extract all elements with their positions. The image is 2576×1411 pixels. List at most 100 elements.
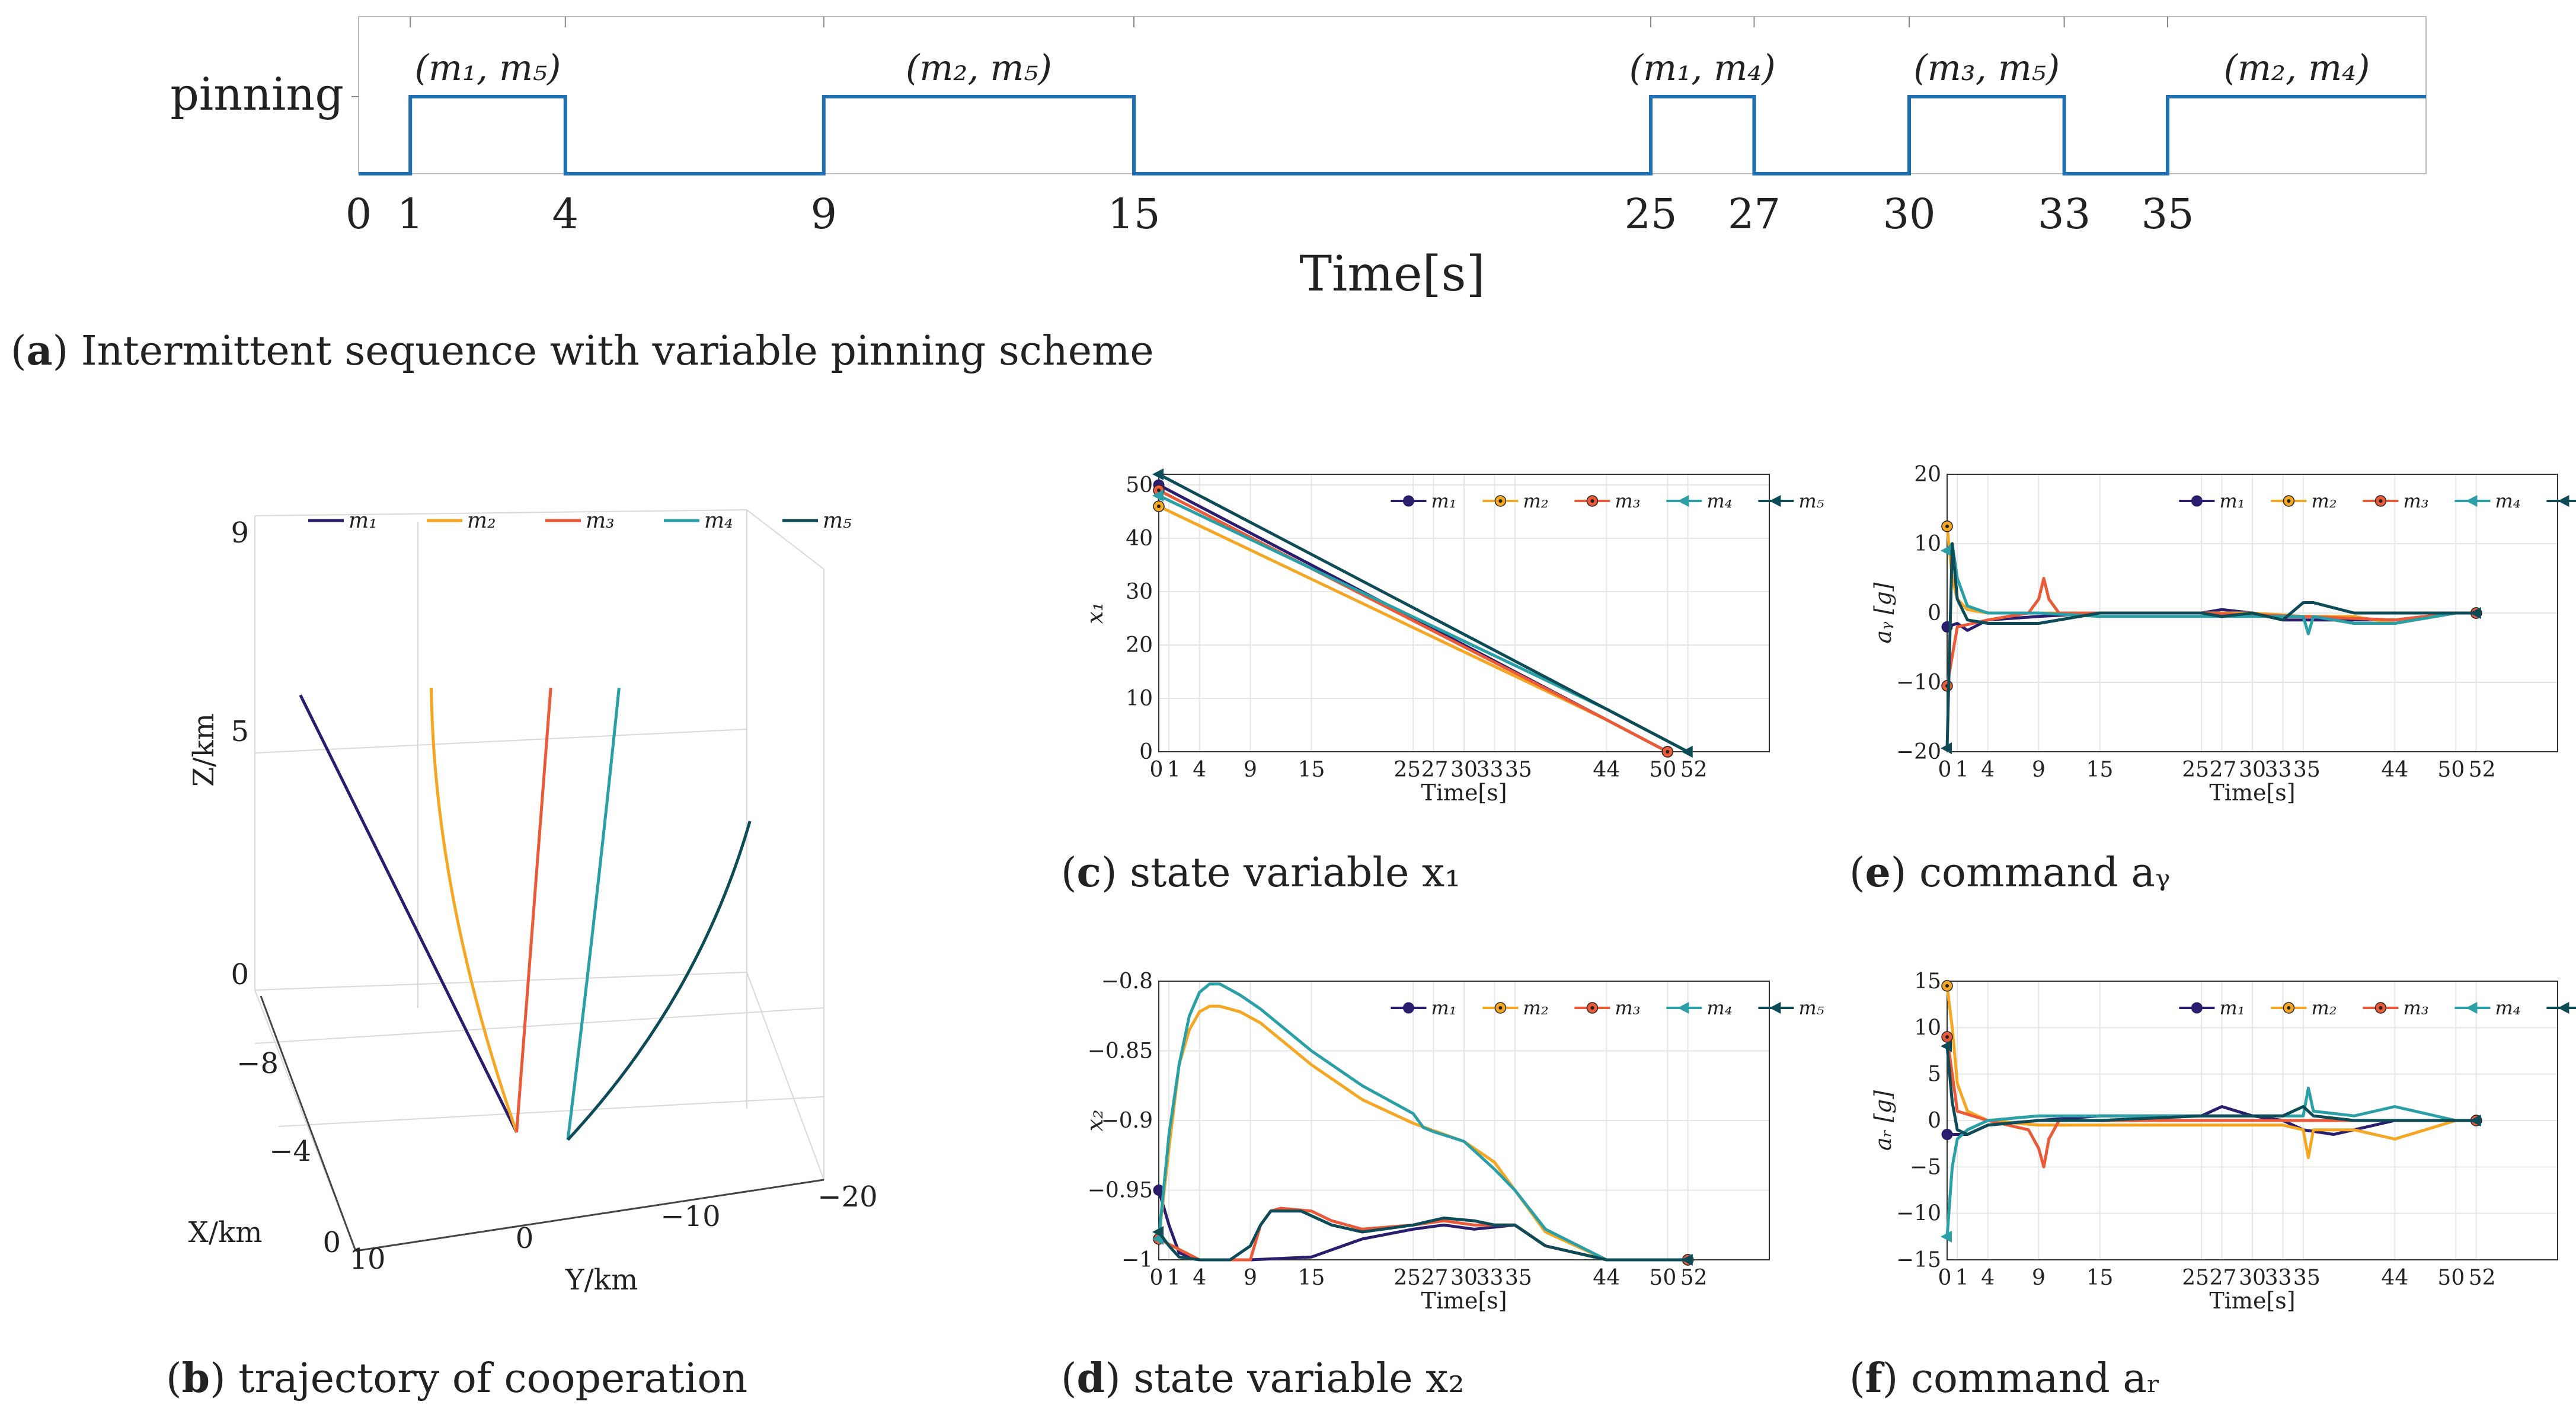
x-tick-label: 25 xyxy=(2182,758,2209,782)
z-tick-label: 9 xyxy=(231,516,249,550)
caption-c: (c) state variable x₁ xyxy=(1061,849,1461,896)
x-tick-label: 44 xyxy=(2381,1266,2408,1290)
x-tick-label: 27 xyxy=(2210,1266,2237,1290)
series-marker-5 xyxy=(2469,1115,2481,1126)
legend-marker-2-dot xyxy=(1498,499,1503,503)
x-axis-label: Time[s] xyxy=(1421,780,1507,806)
x-tick-label: 52 xyxy=(2469,1266,2496,1290)
y-tick-label: 0 xyxy=(516,1222,534,1255)
x-tick-label: 50 xyxy=(1649,1266,1676,1290)
series-line-5 xyxy=(1158,473,1689,754)
legend-marker-3-dot xyxy=(2379,1006,2383,1010)
interval-label-2: (m₂, m₅) xyxy=(906,47,1052,89)
trajectory-1 xyxy=(299,694,518,1134)
x-tick-label: 15 xyxy=(1298,1266,1325,1290)
x-tick-label: 27 xyxy=(1421,758,1449,782)
x-tick-label: 1 xyxy=(1955,1266,1969,1290)
x-tick-label: 50 xyxy=(2437,758,2465,782)
y-tick-label: 30 xyxy=(1126,580,1153,604)
y-axis-line xyxy=(355,1179,824,1252)
series-marker-5 xyxy=(2469,607,2481,619)
legend-label-4: m₄ xyxy=(1706,490,1732,512)
legend-label-2: m₂ xyxy=(467,509,496,533)
legend-label-2: m₂ xyxy=(1523,997,1548,1019)
legend-label-1: m₁ xyxy=(1431,490,1456,512)
y-tick-label: −10 xyxy=(1896,671,1941,695)
floor-grid-line xyxy=(278,1096,824,1127)
grid-line xyxy=(746,509,824,570)
legend-label-3: m₃ xyxy=(2403,997,2428,1019)
legend-marker-3-dot xyxy=(1590,499,1594,503)
series-marker-2-dot xyxy=(1945,984,1949,988)
legend-label-3: m₃ xyxy=(2403,490,2428,512)
x-tick-label: 15 xyxy=(1298,758,1325,782)
x-tick-label: −8 xyxy=(236,1047,279,1080)
x-tick-label: 15 xyxy=(2086,1266,2114,1290)
series-line-5 xyxy=(1945,1046,2476,1136)
x-tick-label: 35 xyxy=(1505,758,1532,782)
x-tick-label: 1 xyxy=(397,190,424,238)
grid-line xyxy=(746,972,824,1180)
x-axis-line xyxy=(260,995,357,1252)
y-tick-label: −20 xyxy=(1896,740,1941,764)
y-tick-label: −0.95 xyxy=(1088,1179,1153,1203)
z-axis-label: Z/km xyxy=(187,713,220,787)
interval-label-3: (m₁, m₄) xyxy=(1629,47,1776,89)
legend-marker-5 xyxy=(2558,495,2569,507)
plot-frame xyxy=(1158,474,1770,752)
x-tick-label: 50 xyxy=(2437,1266,2465,1290)
y-tick-label: 40 xyxy=(1126,526,1153,551)
legend-label-4: m₄ xyxy=(2495,490,2520,512)
legend-marker-1 xyxy=(1402,495,1414,507)
y-tick-label: 10 xyxy=(1914,1016,1941,1040)
series-line-4 xyxy=(1157,982,1688,1262)
x-tick-label: 1 xyxy=(1167,1266,1181,1290)
y-axis-label: x₂ xyxy=(1082,1110,1108,1132)
caption-d: (d) state variable x₂ xyxy=(1061,1355,1465,1402)
trajectory-4 xyxy=(566,687,621,1140)
legend-label-4: m₄ xyxy=(704,509,733,533)
x-axis-label: Time[s] xyxy=(2209,780,2295,806)
trajectory-5 xyxy=(567,821,752,1141)
x-tick-label: 9 xyxy=(2032,1266,2046,1290)
y-axis-label: x₁ xyxy=(1082,602,1108,624)
y-axis-label: pinning xyxy=(170,68,344,120)
caption-f: (f) command aᵣ xyxy=(1849,1355,2161,1402)
legend-marker-1 xyxy=(2191,1002,2203,1014)
legend-marker-2-dot xyxy=(2287,1006,2291,1010)
x-tick-label: 27 xyxy=(1421,1266,1449,1290)
series-line-3 xyxy=(1945,577,2476,687)
x-tick-label: 44 xyxy=(1593,1266,1620,1290)
series-line-2 xyxy=(1945,526,2476,625)
y-tick-label: −0.8 xyxy=(1101,969,1153,994)
series-marker-5 xyxy=(1152,1226,1164,1238)
legend-marker-5 xyxy=(1769,1002,1781,1014)
legend-marker-2-dot xyxy=(2287,499,2291,503)
legend-marker-3-dot xyxy=(1590,1006,1594,1010)
x-tick-label: 30 xyxy=(2239,1266,2266,1290)
x-tick-label: 9 xyxy=(811,190,838,238)
plot-frame xyxy=(1947,474,2558,752)
x-tick-label: 4 xyxy=(1981,1266,1995,1290)
series-line-5 xyxy=(1157,1209,1688,1262)
series-marker-4 xyxy=(1941,1230,1952,1243)
x-tick-label: 30 xyxy=(1883,190,1935,238)
legend-label-3: m₃ xyxy=(1615,997,1640,1019)
x-axis-label: X/km xyxy=(188,1216,263,1249)
x-tick-label: 27 xyxy=(2210,758,2237,782)
y-tick-label: −0.85 xyxy=(1088,1039,1153,1064)
legend-label-5: m₅ xyxy=(1798,490,1824,512)
x-tick-label: −4 xyxy=(269,1135,311,1168)
series-line-5 xyxy=(1945,542,2476,749)
x-tick-label: 4 xyxy=(1193,1266,1206,1290)
legend-label-3: m₃ xyxy=(586,509,615,533)
x-tick-label: 0 xyxy=(322,1226,341,1259)
legend-marker-4 xyxy=(1677,1002,1689,1014)
x-tick-label: 15 xyxy=(2086,758,2114,782)
series-marker-2-dot xyxy=(1157,505,1161,508)
series-line-3 xyxy=(1158,1206,1688,1262)
x-tick-label: 44 xyxy=(2381,758,2408,782)
y-tick-label: 20 xyxy=(1126,633,1153,657)
